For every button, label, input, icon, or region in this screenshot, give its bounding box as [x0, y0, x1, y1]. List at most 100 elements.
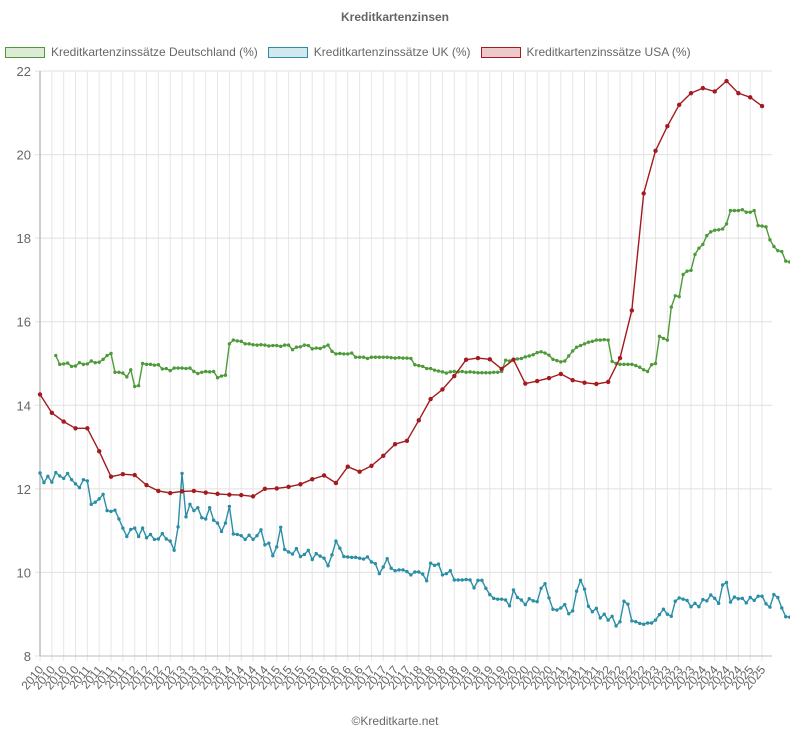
legend-item-uk[interactable]: Kreditkartenzinssätze UK (%)	[267, 45, 471, 59]
germany-point[interactable]	[574, 345, 579, 349]
uk-point[interactable]	[357, 556, 362, 560]
germany-point[interactable]	[58, 362, 62, 367]
uk-point[interactable]	[377, 571, 382, 576]
uk-point[interactable]	[381, 565, 385, 569]
germany-point[interactable]	[519, 356, 524, 361]
usa-point[interactable]	[168, 490, 173, 496]
uk-point[interactable]	[677, 596, 681, 600]
uk-point[interactable]	[724, 580, 729, 585]
uk-point[interactable]	[389, 566, 393, 570]
germany-point[interactable]	[598, 338, 602, 342]
germany-point[interactable]	[168, 368, 172, 373]
uk-point[interactable]	[365, 555, 370, 559]
usa-point[interactable]	[404, 438, 410, 444]
usa-point[interactable]	[85, 426, 90, 431]
uk-point[interactable]	[772, 592, 776, 597]
uk-point[interactable]	[499, 597, 504, 601]
uk-point[interactable]	[784, 615, 788, 619]
uk-point[interactable]	[263, 543, 267, 547]
germany-point[interactable]	[657, 334, 662, 339]
usa-point[interactable]	[61, 419, 66, 424]
uk-point[interactable]	[626, 602, 630, 606]
germany-point[interactable]	[129, 368, 133, 372]
germany-point[interactable]	[164, 366, 168, 371]
uk-point[interactable]	[286, 550, 291, 554]
uk-point[interactable]	[756, 594, 760, 598]
germany-point[interactable]	[192, 369, 196, 374]
germany-point[interactable]	[77, 360, 82, 365]
uk-point[interactable]	[728, 600, 733, 604]
uk-point[interactable]	[748, 595, 752, 600]
uk-point[interactable]	[590, 610, 595, 614]
uk-point[interactable]	[669, 614, 674, 619]
germany-point[interactable]	[570, 349, 575, 353]
uk-point[interactable]	[310, 557, 314, 562]
germany-point[interactable]	[720, 227, 725, 231]
uk-point[interactable]	[697, 604, 701, 609]
usa-point[interactable]	[73, 426, 78, 431]
uk-point[interactable]	[129, 527, 133, 532]
usa-point[interactable]	[499, 366, 504, 372]
usa-point[interactable]	[369, 463, 374, 469]
uk-point[interactable]	[693, 601, 697, 606]
germany-point[interactable]	[176, 366, 180, 370]
uk-point[interactable]	[495, 597, 500, 601]
germany-point[interactable]	[267, 344, 271, 348]
germany-point[interactable]	[144, 362, 149, 367]
uk-point[interactable]	[314, 551, 318, 556]
usa-point[interactable]	[392, 441, 398, 447]
germany-point[interactable]	[472, 370, 476, 374]
uk-point[interactable]	[330, 553, 334, 557]
uk-point[interactable]	[764, 602, 768, 606]
germany-point[interactable]	[338, 351, 342, 356]
germany-point[interactable]	[523, 355, 528, 359]
germany-point[interactable]	[444, 371, 449, 375]
germany-point[interactable]	[495, 370, 500, 374]
germany-point[interactable]	[736, 208, 741, 213]
uk-point[interactable]	[610, 614, 614, 619]
uk-point[interactable]	[318, 554, 322, 558]
germany-point[interactable]	[602, 337, 606, 342]
germany-point[interactable]	[641, 368, 646, 372]
germany-point[interactable]	[54, 353, 58, 358]
germany-point[interactable]	[369, 355, 374, 359]
uk-point[interactable]	[164, 537, 168, 541]
usa-point[interactable]	[191, 488, 197, 494]
usa-point[interactable]	[120, 472, 126, 477]
germany-point[interactable]	[239, 339, 243, 344]
usa-point[interactable]	[534, 378, 540, 384]
germany-point[interactable]	[424, 366, 429, 371]
usa-point[interactable]	[144, 482, 149, 488]
uk-point[interactable]	[456, 578, 460, 582]
uk-point[interactable]	[42, 480, 46, 485]
germany-point[interactable]	[440, 370, 445, 374]
germany-point[interactable]	[282, 343, 287, 347]
uk-point[interactable]	[448, 569, 453, 573]
germany-point[interactable]	[594, 338, 599, 342]
germany-point[interactable]	[117, 370, 121, 374]
usa-point[interactable]	[724, 78, 729, 84]
uk-point[interactable]	[219, 529, 224, 534]
uk-point[interactable]	[744, 601, 748, 605]
uk-point[interactable]	[247, 533, 251, 537]
uk-point[interactable]	[97, 497, 101, 501]
uk-point[interactable]	[511, 588, 516, 592]
legend-item-usa[interactable]: Kreditkartenzinssätze USA (%)	[480, 45, 691, 59]
uk-point[interactable]	[101, 492, 105, 496]
germany-point[interactable]	[547, 353, 551, 357]
uk-point[interactable]	[594, 606, 599, 611]
uk-point[interactable]	[393, 569, 397, 573]
usa-point[interactable]	[333, 480, 339, 486]
germany-point[interactable]	[381, 355, 385, 359]
usa-point[interactable]	[310, 477, 315, 482]
germany-point[interactable]	[428, 366, 433, 371]
usa-point[interactable]	[203, 490, 208, 495]
germany-point[interactable]	[543, 351, 547, 355]
germany-point[interactable]	[286, 343, 291, 347]
germany-point[interactable]	[148, 362, 153, 367]
uk-point[interactable]	[531, 599, 535, 603]
usa-point[interactable]	[156, 488, 161, 494]
germany-point[interactable]	[464, 370, 468, 374]
usa-point[interactable]	[227, 492, 232, 497]
germany-point[interactable]	[152, 363, 157, 367]
